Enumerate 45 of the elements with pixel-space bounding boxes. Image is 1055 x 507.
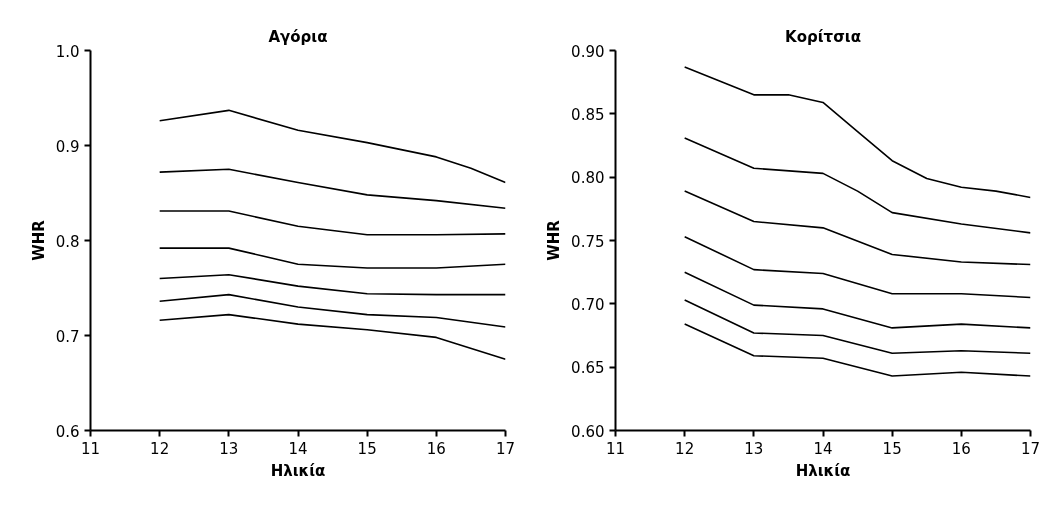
line-series (683, 299, 1031, 355)
line-series (158, 313, 506, 361)
x-tick-label: 11 (605, 439, 626, 458)
x-axis-title: Ηλικία (270, 461, 326, 480)
chart-title: Κορίτσια (785, 27, 861, 46)
x-tick-label: 15 (882, 439, 902, 458)
y-tick-label: 0.7 (55, 327, 80, 346)
line-series (158, 109, 506, 184)
y-tick-label: 0.6 (55, 422, 80, 441)
line-series (683, 235, 1031, 299)
y-tick-label: 0.70 (571, 295, 605, 314)
x-tick-label: 16 (426, 439, 446, 458)
x-tick-label: 13 (219, 439, 239, 458)
line-series (158, 273, 506, 296)
line-series (158, 293, 506, 328)
y-tick-label: 0.9 (55, 137, 80, 156)
line-series (683, 323, 1031, 377)
line-series (683, 271, 1031, 329)
chart-title: Αγόρια (268, 27, 328, 46)
x-tick-label: 16 (951, 439, 971, 458)
x-tick-label: 14 (813, 439, 833, 458)
y-tick-label: 0.8 (55, 232, 80, 251)
line-series (683, 66, 1031, 199)
line-series (683, 137, 1031, 234)
x-tick-label: 13 (744, 439, 764, 458)
y-axis-title: WHR (29, 219, 48, 261)
y-tick-label: 0.75 (571, 232, 605, 251)
y-tick-label: 0.60 (571, 422, 605, 441)
x-tick-label: 17 (495, 439, 516, 458)
line-series (158, 168, 506, 209)
y-tick-label: 1.0 (55, 42, 80, 61)
y-tick-label: 0.80 (571, 169, 605, 188)
y-tick-label: 0.85 (571, 105, 605, 124)
y-axis-title: WHR (545, 219, 564, 261)
x-tick-label: 11 (80, 439, 101, 458)
y-tick-label: 0.90 (571, 42, 605, 61)
y-tick-label: 0.65 (571, 359, 605, 378)
x-tick-label: 15 (357, 439, 377, 458)
line-series (158, 210, 506, 236)
x-tick-label: 12 (675, 439, 695, 458)
x-axis-title: Ηλικία (795, 461, 851, 480)
x-tick-label: 17 (1020, 439, 1041, 458)
x-tick-label: 12 (150, 439, 170, 458)
x-tick-label: 14 (288, 439, 308, 458)
line-series (683, 190, 1031, 266)
